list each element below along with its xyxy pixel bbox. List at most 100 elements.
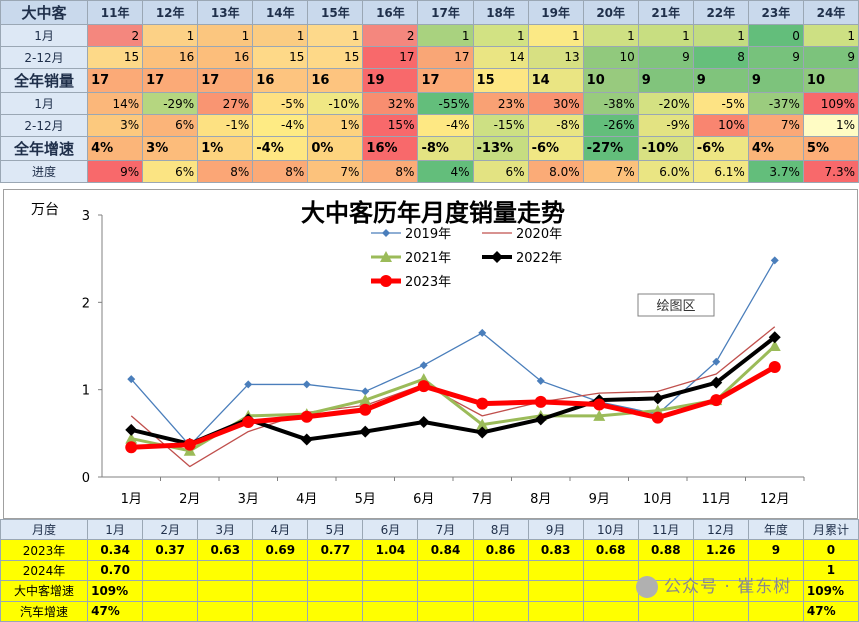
row-label: 进度 xyxy=(0,160,89,183)
table-cell: -4% xyxy=(417,113,474,137)
table-cell xyxy=(142,559,199,582)
table-cell: 10 xyxy=(802,67,859,94)
table-cell: 1.04 xyxy=(362,539,419,561)
x-tick-label: 6月 xyxy=(413,492,434,507)
data-point xyxy=(359,403,372,416)
data-point xyxy=(768,340,781,351)
data-point xyxy=(419,361,428,370)
x-tick-label: 2月 xyxy=(179,492,200,507)
month-header: 8月 xyxy=(472,518,529,541)
watermark: 公众号 · 崔东树 xyxy=(636,572,791,598)
x-tick-label: 7月 xyxy=(472,492,493,507)
table-cell: 15 xyxy=(252,46,309,69)
year-header: 20年 xyxy=(582,0,639,26)
legend-marker xyxy=(382,229,390,237)
row-label: 全年增速 xyxy=(0,135,89,162)
table-cell: 0.86 xyxy=(472,539,529,561)
table-cell: 8 xyxy=(692,46,749,69)
table-cell: 7% xyxy=(307,160,364,183)
y-tick-label: 0 xyxy=(82,471,90,486)
year-header-row: 大中客 11年 12年 13年 14年 15年 16年 17年 18年 19年 20年 21年 22年 2… xyxy=(0,0,859,26)
data-point xyxy=(125,432,138,444)
table-cell: 3% xyxy=(87,113,144,137)
table-cell: 47% xyxy=(87,600,144,622)
table-cell: 17 xyxy=(142,67,199,94)
table-row: 2024年 0.70 1 xyxy=(0,559,859,582)
data-point xyxy=(300,433,313,446)
table-cell: 15 xyxy=(87,46,144,69)
x-tick-label: 10月 xyxy=(643,492,673,507)
table-cell: 8.0% xyxy=(527,160,584,183)
legend-label: 2023年 xyxy=(405,275,451,290)
table-cell: 0.34 xyxy=(87,539,144,561)
table-cell: 4% xyxy=(747,135,804,162)
table-cell: -10% xyxy=(307,92,364,115)
year-header: 17年 xyxy=(417,0,474,26)
data-point xyxy=(478,328,487,337)
table-row: 全年增速 4% 3% 1% -4% 0% 16% -8% -13% -6% -27% -10% -6% 4… xyxy=(0,135,859,162)
year-header: 21年 xyxy=(637,0,694,26)
table-row: 1月 2 1 1 1 1 2 1 1 1 1 1 1 0 1 xyxy=(0,24,859,48)
table-cell: -13% xyxy=(472,135,529,162)
plot-area-tooltip-text: 绘图区 xyxy=(656,299,695,314)
table-cell: 8% xyxy=(362,160,419,183)
table-cell: -5% xyxy=(692,92,749,115)
table-cell: -8% xyxy=(527,113,584,137)
table-cell: 3% xyxy=(142,135,199,162)
table-cell: -27% xyxy=(582,135,639,162)
data-point xyxy=(534,413,547,426)
table-row: 汽车增速 47% 47% xyxy=(0,600,859,622)
y-tick-label: 1 xyxy=(82,384,90,399)
table-row: 全年销量 17 17 17 16 16 19 17 15 14 10 9 9 9 10 xyxy=(0,67,859,94)
legend-marker xyxy=(380,275,392,287)
table-cell: 1% xyxy=(802,113,859,137)
table-cell xyxy=(197,559,254,582)
table-cell: 1 xyxy=(527,24,584,48)
table-cell: 4% xyxy=(417,160,474,183)
year-header: 22年 xyxy=(692,0,749,26)
table-cell xyxy=(142,580,199,602)
month-header: 11月 xyxy=(637,518,694,541)
data-point xyxy=(125,423,138,436)
legend-label: 2019年 xyxy=(405,227,451,242)
row-label: 1月 xyxy=(0,24,89,48)
table-cell xyxy=(637,559,694,582)
table-cell: 17 xyxy=(197,67,254,94)
table-cell xyxy=(692,580,749,602)
table-cell: 1.26 xyxy=(692,539,749,561)
table-cell: 6% xyxy=(142,160,199,183)
table-cell: 0.70 xyxy=(87,559,144,582)
table-cell xyxy=(527,600,584,622)
table-cell: 15 xyxy=(472,67,529,94)
table-cell: 0.37 xyxy=(142,539,199,561)
data-point xyxy=(651,411,664,424)
table-cell: -8% xyxy=(417,135,474,162)
legend-label: 2022年 xyxy=(516,251,562,266)
row-label: 2-12月 xyxy=(0,46,89,69)
year-header: 18年 xyxy=(472,0,529,26)
x-tick-label: 8月 xyxy=(530,492,551,507)
table-cell: 14 xyxy=(527,67,584,94)
plot-area-tooltip xyxy=(637,293,715,317)
table-cell: 17 xyxy=(362,46,419,69)
table-cell: 15 xyxy=(307,46,364,69)
y-tick-label: 3 xyxy=(82,209,90,224)
table-cell xyxy=(307,580,364,602)
table-cell: 27% xyxy=(197,92,254,115)
table-cell: -4% xyxy=(252,135,309,162)
table-corner-label: 大中客 xyxy=(0,0,89,26)
month-header: 12月 xyxy=(692,518,749,541)
data-point xyxy=(302,380,311,389)
table-cell: 10% xyxy=(692,113,749,137)
table-cell: 0.69 xyxy=(252,539,309,561)
data-point xyxy=(125,441,138,454)
table-cell: 1 xyxy=(802,24,859,48)
table-cell: 4% xyxy=(87,135,144,162)
year-header: 14年 xyxy=(252,0,309,26)
x-tick-label: 12月 xyxy=(760,492,790,507)
month-header: 4月 xyxy=(252,518,309,541)
table-cell: 6.1% xyxy=(692,160,749,183)
data-point xyxy=(127,375,136,384)
year-header: 11年 xyxy=(87,0,144,26)
series-line xyxy=(130,344,776,453)
